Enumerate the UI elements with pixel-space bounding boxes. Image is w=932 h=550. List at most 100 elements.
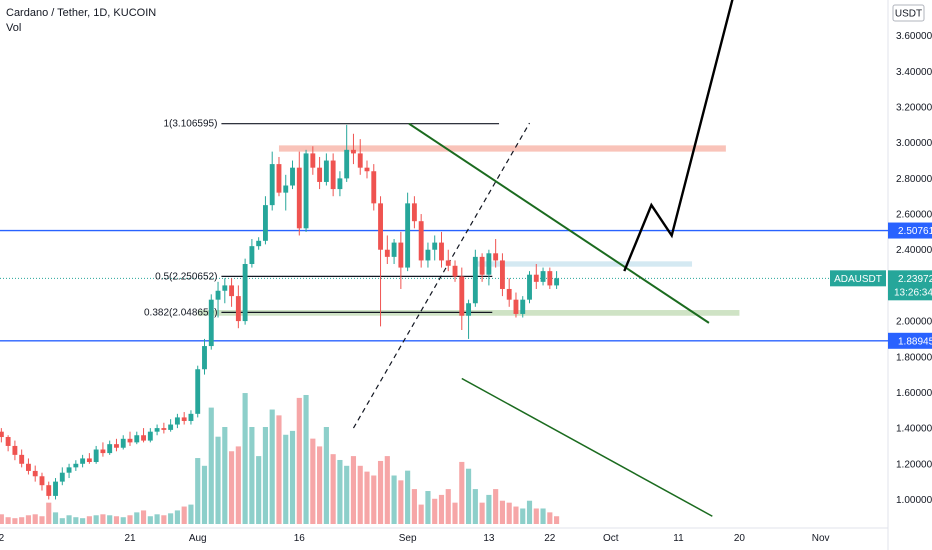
candle-body[interactable] [466, 303, 472, 316]
candle-body[interactable] [256, 240, 262, 247]
candle-body[interactable] [161, 428, 167, 430]
candle-body[interactable] [317, 167, 323, 182]
candle-body[interactable] [411, 203, 417, 222]
candle-body[interactable] [479, 256, 485, 275]
candle-body[interactable] [371, 171, 377, 204]
candle-body[interactable] [80, 458, 86, 464]
candle-body[interactable] [391, 242, 397, 257]
candle-body[interactable] [134, 435, 140, 443]
candle-body[interactable] [310, 153, 316, 168]
candle-body[interactable] [202, 346, 207, 370]
candle-body[interactable] [147, 431, 153, 441]
candle-body[interactable] [195, 369, 201, 414]
time-tick-label: Aug [189, 533, 207, 544]
candle-body[interactable] [283, 185, 289, 193]
candle-body[interactable] [344, 149, 350, 179]
volume-bar [350, 456, 357, 524]
candle-body[interactable] [26, 463, 31, 471]
volume-bar [493, 489, 499, 524]
volume-bar [384, 456, 390, 524]
candle-body[interactable] [323, 160, 329, 182]
candle-body[interactable] [527, 274, 532, 300]
candle-body[interactable] [19, 454, 25, 464]
candle-body[interactable] [493, 253, 499, 261]
candle-body[interactable] [5, 437, 11, 446]
candle-body[interactable] [330, 160, 336, 190]
candle-body[interactable] [181, 417, 187, 421]
volume-trendline[interactable] [461, 377, 713, 517]
candle-body[interactable] [276, 164, 282, 193]
candle-body[interactable] [93, 449, 99, 462]
candle-body[interactable] [432, 242, 438, 250]
candle-body[interactable] [235, 296, 241, 322]
candle-body[interactable] [459, 276, 465, 316]
candle-body[interactable] [520, 299, 526, 314]
candle-body[interactable] [12, 445, 18, 455]
volume-bar [168, 513, 174, 524]
candle-body[interactable] [262, 205, 268, 241]
candle-body[interactable] [53, 481, 58, 496]
candle-body[interactable] [46, 485, 52, 496]
candle-body[interactable] [188, 413, 194, 421]
price-tick-label: 3.200000 [896, 103, 932, 114]
candle-body[interactable] [472, 256, 478, 304]
candle-body[interactable] [547, 271, 553, 286]
candle-body[interactable] [384, 249, 390, 257]
candle-body[interactable] [405, 203, 411, 268]
candle-body[interactable] [66, 467, 72, 473]
candle-body[interactable] [439, 242, 444, 261]
candle-body[interactable] [357, 153, 363, 168]
candle-body[interactable] [39, 476, 45, 486]
candle-body[interactable] [554, 278, 560, 286]
candle-body[interactable] [229, 285, 235, 297]
price-trendline[interactable] [408, 122, 710, 324]
candle-body[interactable] [296, 167, 302, 229]
candle-body[interactable] [242, 264, 248, 322]
candle-body[interactable] [506, 288, 512, 300]
candle-body[interactable] [107, 444, 113, 454]
volume-bar [486, 494, 492, 524]
volume-bar [73, 517, 79, 524]
candle-body[interactable] [418, 221, 424, 261]
candle-body[interactable] [540, 271, 546, 282]
candle-body[interactable] [337, 178, 343, 190]
candle-body[interactable] [533, 274, 539, 282]
candle-body[interactable] [499, 260, 505, 289]
currency-label-box[interactable] [892, 4, 925, 22]
candle-body[interactable] [120, 438, 126, 448]
candle-body[interactable] [73, 463, 79, 468]
candle-body[interactable] [351, 149, 356, 154]
candle-body[interactable] [174, 417, 180, 425]
candle-body[interactable] [0, 431, 4, 438]
candle-body[interactable] [249, 246, 255, 264]
candle-body[interactable] [208, 299, 214, 347]
candle-body[interactable] [154, 428, 160, 432]
candle-body[interactable] [425, 249, 431, 261]
candle-body[interactable] [215, 290, 221, 300]
candle-body[interactable] [86, 458, 92, 462]
candle-body[interactable] [290, 167, 295, 186]
candle-body[interactable] [452, 265, 458, 277]
projection-path[interactable] [623, 0, 736, 272]
volume-bar [432, 498, 438, 524]
candle-body[interactable] [269, 164, 275, 206]
candle-body[interactable] [513, 299, 519, 314]
candle-body[interactable] [378, 203, 383, 250]
candle-body[interactable] [303, 153, 309, 229]
volume-bar [547, 512, 553, 524]
candle-body[interactable] [168, 424, 174, 430]
volume-bar [93, 515, 99, 524]
candle-body[interactable] [100, 449, 106, 454]
candle-body[interactable] [32, 470, 38, 477]
candle-body[interactable] [398, 242, 404, 268]
candle-body[interactable] [486, 253, 492, 275]
candle-body[interactable] [141, 435, 146, 441]
candle-body[interactable] [127, 438, 133, 443]
candle-body[interactable] [445, 260, 451, 266]
candle-body[interactable] [114, 444, 119, 448]
candle-body[interactable] [364, 167, 370, 172]
candle-body[interactable] [222, 285, 228, 291]
candle-body[interactable] [59, 472, 65, 482]
volume-bar [39, 516, 45, 524]
